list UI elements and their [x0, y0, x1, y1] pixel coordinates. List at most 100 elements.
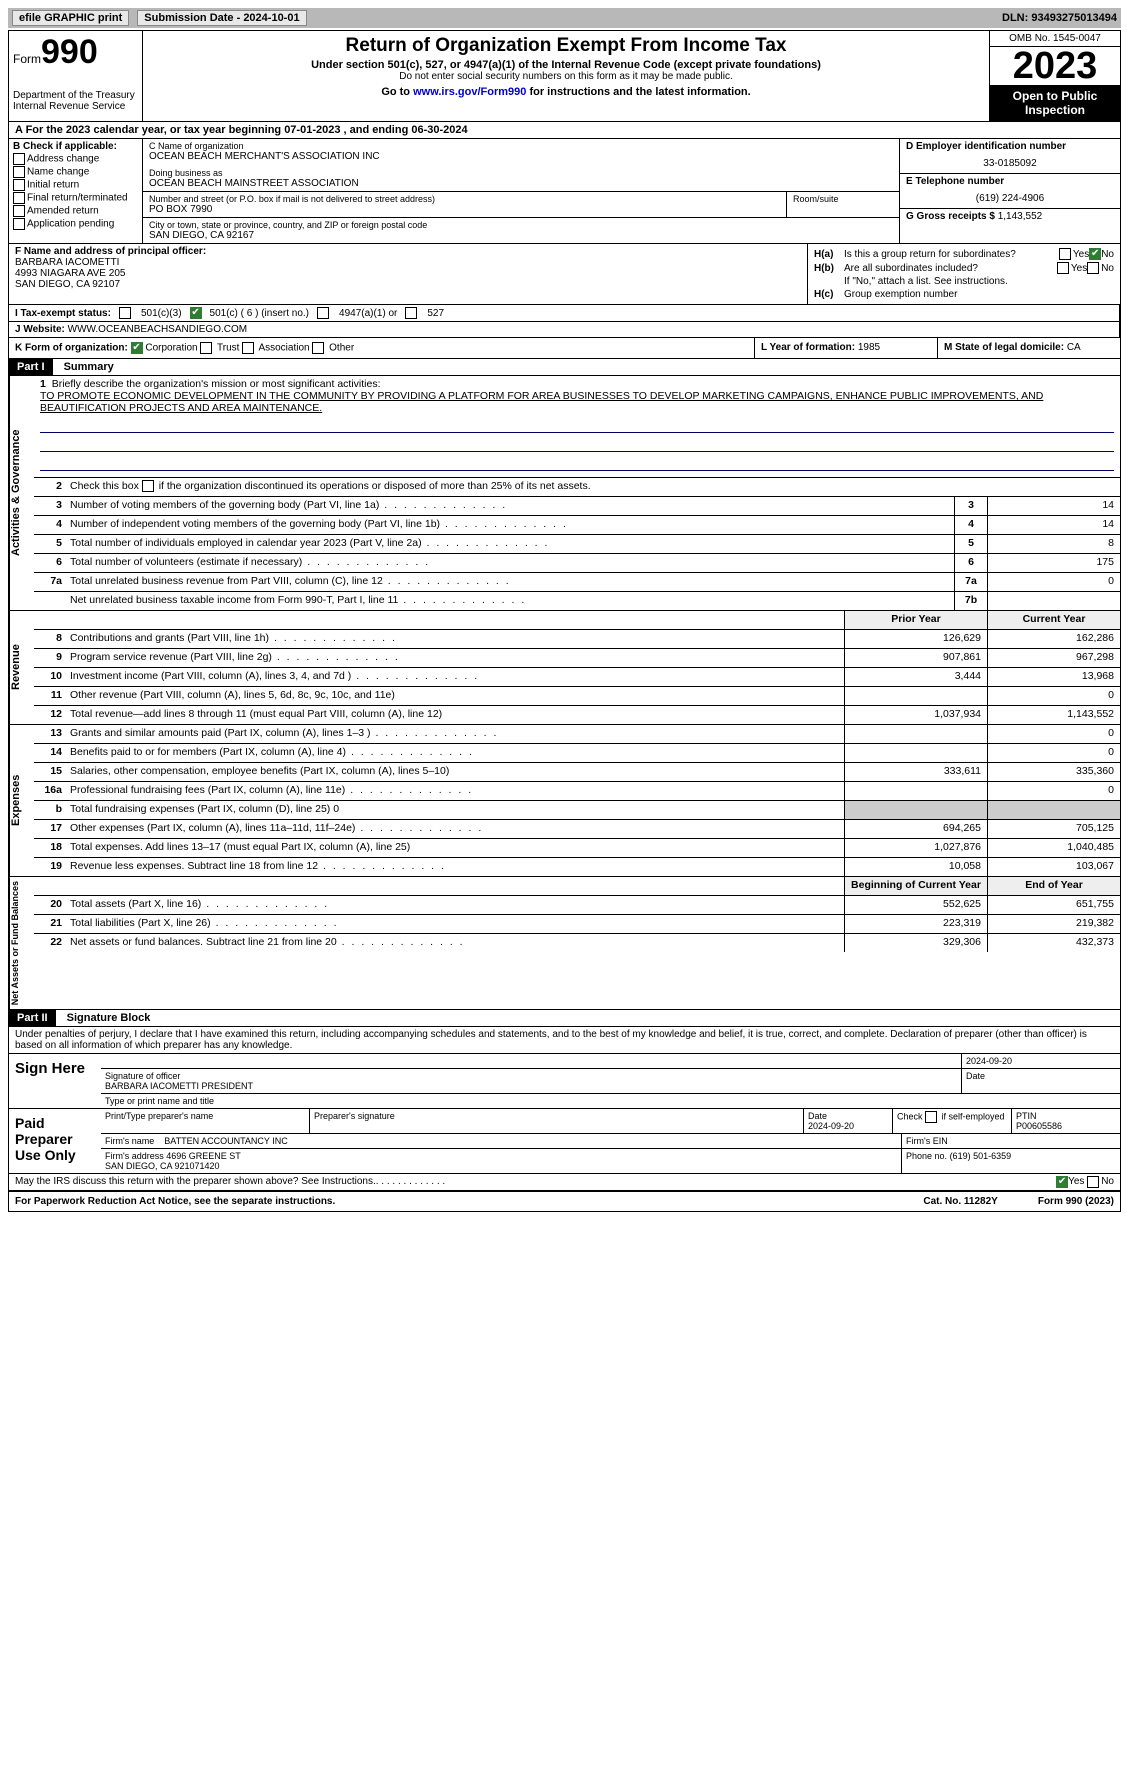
- col-b-header: B Check if applicable:: [13, 141, 138, 152]
- line11-text: Other revenue (Part VIII, column (A), li…: [66, 687, 844, 705]
- cb-4947[interactable]: [317, 307, 329, 319]
- line18-prior: 1,027,876: [844, 839, 987, 857]
- hc-text: Group exemption number: [844, 289, 1114, 300]
- ein-label: D Employer identification number: [906, 141, 1114, 152]
- line13-text: Grants and similar amounts paid (Part IX…: [66, 725, 844, 743]
- part1-header-row: Part I Summary: [9, 359, 1120, 376]
- summary-rev: Revenue Prior YearCurrent Year 8Contribu…: [9, 611, 1120, 725]
- cb-assoc[interactable]: [242, 342, 254, 354]
- officer-name: BARBARA IACOMETTI: [15, 257, 801, 268]
- discuss-row: May the IRS discuss this return with the…: [9, 1174, 1120, 1192]
- header-middle: Return of Organization Exempt From Incom…: [143, 31, 990, 121]
- line13-curr: 0: [987, 725, 1120, 743]
- line7b-val: [987, 592, 1120, 610]
- j-label: J Website:: [15, 324, 65, 335]
- hb-no[interactable]: [1087, 262, 1099, 274]
- cb-initial-return[interactable]: Initial return: [13, 179, 138, 191]
- part2-title: Signature Block: [59, 1010, 159, 1026]
- ha-yes[interactable]: [1059, 248, 1071, 260]
- hb-yes[interactable]: [1057, 262, 1069, 274]
- col-m: M State of legal domicile: CA: [938, 338, 1120, 358]
- line10-text: Investment income (Part VIII, column (A)…: [66, 668, 844, 686]
- prep-sig-label: Preparer's signature: [309, 1109, 803, 1133]
- row-a: A For the 2023 calendar year, or tax yea…: [9, 122, 1120, 139]
- line16b-text: Total fundraising expenses (Part IX, col…: [66, 801, 844, 819]
- city-value: SAN DIEGO, CA 92167: [149, 230, 893, 241]
- cb-address-change[interactable]: Address change: [13, 153, 138, 165]
- line10-prior: 3,444: [844, 668, 987, 686]
- discuss-text: May the IRS discuss this return with the…: [15, 1176, 376, 1188]
- line16a-curr: 0: [987, 782, 1120, 800]
- line9-text: Program service revenue (Part VIII, line…: [66, 649, 844, 667]
- line4-text: Number of independent voting members of …: [66, 516, 954, 534]
- part1-title: Summary: [56, 359, 122, 375]
- firm-phone: (619) 501-6359: [950, 1151, 1012, 1161]
- line22-curr: 432,373: [987, 934, 1120, 952]
- cb-discontinued[interactable]: [142, 480, 154, 492]
- efile-print-button[interactable]: efile GRAPHIC print: [12, 10, 129, 26]
- part1-badge: Part I: [9, 359, 53, 375]
- firm-name: BATTEN ACCOUNTANCY INC: [164, 1136, 288, 1146]
- cb-other[interactable]: [312, 342, 324, 354]
- hb-note: If "No," attach a list. See instructions…: [814, 276, 1114, 287]
- goto-line: Go to www.irs.gov/Form990 for instructio…: [149, 86, 983, 98]
- line15-curr: 335,360: [987, 763, 1120, 781]
- street-label: Number and street (or P.O. box if mail i…: [149, 194, 780, 204]
- line18-curr: 1,040,485: [987, 839, 1120, 857]
- line16b-curr: [987, 801, 1120, 819]
- ha-text: Is this a group return for subordinates?: [844, 249, 1059, 260]
- line13-prior: [844, 725, 987, 743]
- city-label: City or town, state or province, country…: [149, 220, 893, 230]
- line19-curr: 103,067: [987, 858, 1120, 876]
- cb-527[interactable]: [405, 307, 417, 319]
- line9-curr: 967,298: [987, 649, 1120, 667]
- line11-prior: [844, 687, 987, 705]
- ein-value: 33-0185092: [906, 158, 1114, 169]
- self-employed-check[interactable]: Check if self-employed: [892, 1109, 1011, 1133]
- officer-label: F Name and address of principal officer:: [15, 246, 801, 257]
- cb-name-change[interactable]: Name change: [13, 166, 138, 178]
- phone-label: E Telephone number: [906, 176, 1114, 187]
- street-value: PO BOX 7990: [149, 204, 780, 215]
- sig-title-label: Type or print name and title: [101, 1094, 1120, 1108]
- header-left: Form990 Department of the Treasury Inter…: [9, 31, 143, 121]
- line1: 1 Briefly describe the organization's mi…: [34, 376, 1120, 478]
- discuss-yes[interactable]: ✔: [1056, 1176, 1068, 1188]
- org-name-label: C Name of organization: [149, 141, 893, 151]
- col-c: C Name of organization OCEAN BEACH MERCH…: [143, 139, 900, 243]
- discuss-no[interactable]: [1087, 1176, 1099, 1188]
- line12-prior: 1,037,934: [844, 706, 987, 724]
- officer-addr1: 4993 NIAGARA AVE 205: [15, 268, 801, 279]
- cb-corp[interactable]: ✔: [131, 342, 143, 354]
- cb-501c3[interactable]: [119, 307, 131, 319]
- end-year-hdr: End of Year: [987, 877, 1120, 895]
- line7b-text: Net unrelated business taxable income fr…: [66, 592, 954, 610]
- cb-amended[interactable]: Amended return: [13, 205, 138, 217]
- cb-final-return[interactable]: Final return/terminated: [13, 192, 138, 204]
- summary-ag: Activities & Governance 1 Briefly descri…: [9, 376, 1120, 611]
- line6-val: 175: [987, 554, 1120, 572]
- firm-ein-label: Firm's EIN: [901, 1134, 1120, 1148]
- current-year-hdr: Current Year: [987, 611, 1120, 629]
- row-i: I Tax-exempt status: 501(c)(3) ✔501(c) (…: [9, 305, 1120, 321]
- part2-header-row: Part II Signature Block: [9, 1010, 1120, 1027]
- cb-501c[interactable]: ✔: [190, 307, 202, 319]
- dba-label: Doing business as: [149, 168, 893, 178]
- line20-prior: 552,625: [844, 896, 987, 914]
- line3-val: 14: [987, 497, 1120, 515]
- cb-trust[interactable]: [200, 342, 212, 354]
- irs-link[interactable]: www.irs.gov/Form990: [413, 86, 526, 98]
- vtab-exp: Expenses: [9, 725, 34, 876]
- line4-val: 14: [987, 516, 1120, 534]
- submission-date-button[interactable]: Submission Date - 2024-10-01: [137, 10, 306, 26]
- line19-prior: 10,058: [844, 858, 987, 876]
- ha-no[interactable]: ✔: [1089, 248, 1101, 260]
- line16a-prior: [844, 782, 987, 800]
- header-right: OMB No. 1545-0047 2023 Open to Public In…: [990, 31, 1120, 121]
- form-label: Form: [13, 52, 41, 66]
- cb-app-pending[interactable]: Application pending: [13, 218, 138, 230]
- line2: Check this box if the organization disco…: [66, 478, 1120, 496]
- hb-text: Are all subordinates included?: [844, 263, 1057, 274]
- form-ref: Form 990 (2023): [1038, 1196, 1114, 1207]
- summary-exp: Expenses 13Grants and similar amounts pa…: [9, 725, 1120, 877]
